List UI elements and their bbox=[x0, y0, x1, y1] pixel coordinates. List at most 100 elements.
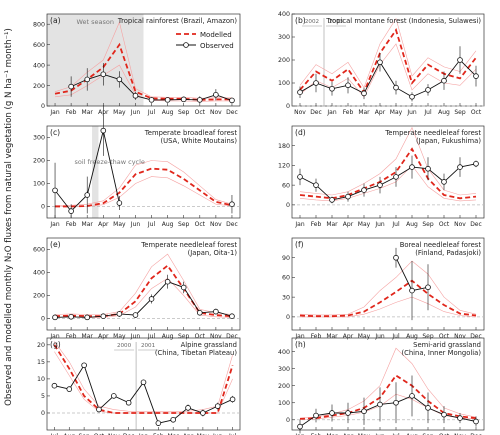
y-tick-label: 400 bbox=[278, 11, 290, 18]
observed-point bbox=[66, 386, 73, 392]
observed-point bbox=[68, 208, 74, 214]
observed-point bbox=[473, 160, 479, 167]
y-tick-label: 120 bbox=[278, 163, 290, 170]
y-tick-label: 180 bbox=[278, 143, 290, 150]
panel-c: soil freeze-thaw cycle 0 100 200 300 Jan Feb Ma… bbox=[33, 105, 241, 228]
y-tick-label: 200 bbox=[278, 383, 290, 390]
y-tick-label: 300 bbox=[278, 34, 290, 41]
y-tick-label: 0 bbox=[41, 410, 45, 417]
y-tick-label: 0 bbox=[41, 103, 45, 110]
observed-point bbox=[229, 97, 235, 104]
year-label-before: 2002 bbox=[305, 19, 319, 25]
observed-point bbox=[140, 379, 147, 386]
legend-observed-label: Observed bbox=[200, 42, 234, 50]
x-tick-label: Nov bbox=[210, 109, 222, 116]
plot-frame bbox=[46, 125, 241, 219]
panel-title: Temperate needleleaf forest bbox=[384, 129, 481, 137]
observed-point bbox=[81, 362, 87, 369]
observed-point bbox=[164, 278, 171, 285]
x-tick-label: Jul bbox=[391, 333, 400, 340]
observed-point bbox=[313, 412, 319, 419]
observed-point bbox=[125, 399, 132, 406]
x-tick-label: Dec bbox=[470, 221, 482, 228]
x-tick-label: Jul bbox=[50, 433, 59, 435]
x-tick-label: Mar bbox=[82, 109, 94, 116]
observed-point bbox=[409, 393, 415, 399]
plot-frame bbox=[46, 13, 241, 107]
observed-point bbox=[393, 254, 399, 261]
observed-point bbox=[329, 197, 335, 203]
modelled-line bbox=[299, 28, 477, 95]
y-tick-label: 400 bbox=[278, 349, 290, 356]
x-tick-label: Aug bbox=[406, 433, 418, 435]
y-tick-label: 300 bbox=[33, 135, 45, 142]
observed-point bbox=[111, 393, 117, 399]
y-tick-label: 100 bbox=[33, 181, 45, 188]
y-tick-label: 300 bbox=[278, 366, 290, 373]
modelled-line bbox=[299, 374, 477, 420]
x-tick-label: Feb bbox=[153, 433, 164, 435]
observed-point bbox=[377, 59, 383, 66]
x-tick-label: Feb bbox=[66, 333, 77, 340]
y-tick-label: 100 bbox=[278, 80, 290, 87]
x-tick-label: Oct bbox=[195, 333, 206, 340]
plot-frame bbox=[291, 337, 485, 431]
observed-point bbox=[170, 416, 176, 423]
observed-point bbox=[84, 192, 91, 198]
x-tick-label: Mar bbox=[358, 109, 370, 116]
x-tick-label: Apr bbox=[183, 433, 194, 435]
x-tick-label: Jul bbox=[423, 109, 432, 116]
observed-point bbox=[473, 73, 479, 79]
x-tick-label: Mar bbox=[326, 333, 338, 340]
observed-point bbox=[329, 410, 335, 416]
y-tick-label: 100 bbox=[278, 400, 290, 407]
observed-point bbox=[441, 179, 447, 185]
observed-line bbox=[299, 59, 477, 98]
observed-point bbox=[297, 174, 303, 180]
observed-point bbox=[155, 420, 162, 426]
panel-label: (f) bbox=[295, 240, 304, 249]
panel-title: Tropical rainforest (Brazil, Amazon) bbox=[117, 17, 237, 25]
observed-point bbox=[457, 57, 463, 63]
x-tick-label: Jan bbox=[138, 433, 148, 435]
observed-point bbox=[196, 97, 203, 103]
panel-d: 0 60 120 180 Jan Feb Mar Apr May Jun Jul Aug Sep Oct N… bbox=[278, 125, 485, 228]
x-tick-label: Jan bbox=[294, 433, 304, 435]
x-tick-label: Oct bbox=[195, 109, 206, 116]
range-upper-line bbox=[55, 160, 233, 206]
observed-point bbox=[51, 382, 58, 389]
x-tick-label: Mar bbox=[326, 433, 338, 435]
x-tick-label: Aug bbox=[162, 221, 174, 228]
observed-point bbox=[164, 97, 171, 103]
y-tick-label: 200 bbox=[278, 57, 290, 64]
y-tick-label: 90 bbox=[282, 255, 290, 262]
panel-label: (b) bbox=[295, 16, 306, 25]
observed-point bbox=[84, 314, 91, 321]
plot-frame bbox=[291, 13, 485, 107]
observed-point bbox=[457, 164, 463, 170]
x-tick-label: Apr bbox=[343, 333, 354, 340]
modelled-line bbox=[53, 344, 234, 414]
observed-point bbox=[84, 76, 91, 83]
observed-point bbox=[425, 165, 431, 172]
x-tick-label: Dec bbox=[123, 433, 135, 435]
x-tick-label: Jun bbox=[374, 221, 385, 228]
observed-point bbox=[116, 200, 123, 206]
observed-point bbox=[96, 406, 102, 413]
range-upper-line bbox=[299, 347, 477, 419]
panel-title: Alpine grassland bbox=[181, 341, 237, 349]
panel-title-site: (Japan, Fukushima) bbox=[416, 137, 481, 145]
x-tick-label: Oct bbox=[439, 221, 450, 228]
observed-point bbox=[361, 408, 367, 415]
x-tick-label: Sep bbox=[78, 433, 90, 435]
range-upper-line bbox=[54, 253, 233, 315]
x-tick-label: Feb bbox=[311, 221, 322, 228]
x-tick-label: Dec bbox=[470, 433, 482, 435]
x-tick-label: Apr bbox=[98, 333, 109, 340]
x-tick-label: Dec bbox=[310, 109, 322, 116]
x-tick-label: Jul bbox=[147, 109, 156, 116]
y-tick-label: 200 bbox=[33, 83, 45, 90]
observed-point bbox=[68, 83, 74, 90]
